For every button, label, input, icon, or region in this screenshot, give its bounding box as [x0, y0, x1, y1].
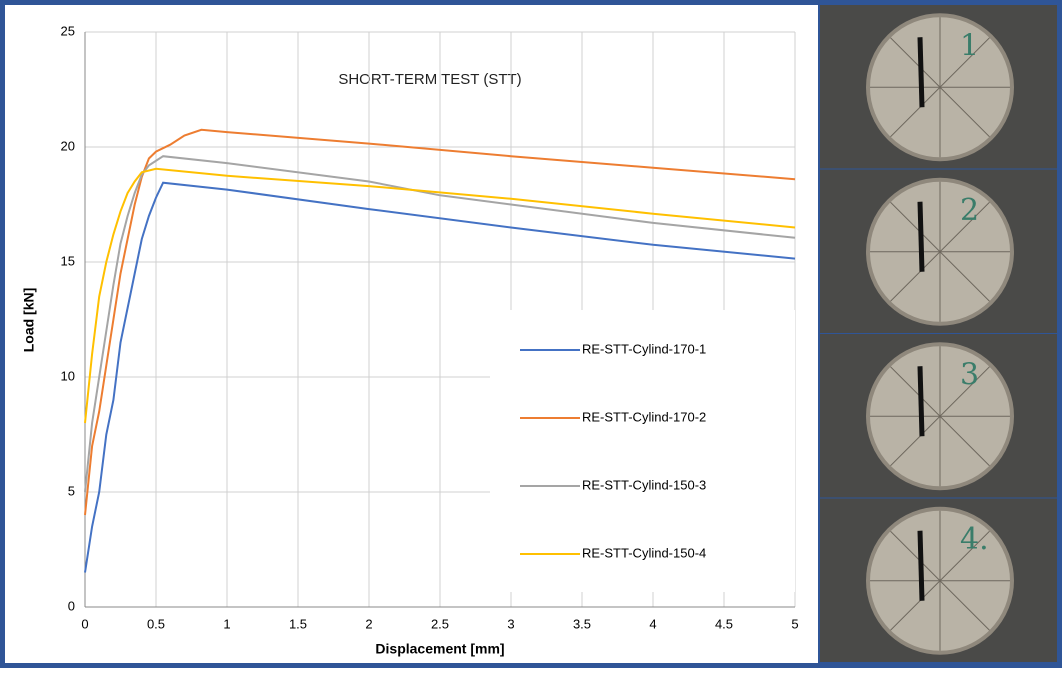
- x-tick-label: 2.5: [431, 616, 449, 631]
- x-tick-label: 4.5: [715, 616, 733, 631]
- x-tick-label: 4: [649, 616, 656, 631]
- legend-label: RE-STT-Cylind-170-1: [582, 341, 706, 356]
- legend-label: RE-STT-Cylind-170-2: [582, 409, 706, 424]
- x-axis-label: Displacement [mm]: [375, 641, 504, 657]
- photo-label: 1: [960, 28, 979, 63]
- x-tick-label: 0: [81, 616, 88, 631]
- legend-label: RE-STT-Cylind-150-3: [582, 477, 706, 492]
- x-tick-label: 2: [365, 616, 372, 631]
- rod: [920, 366, 922, 436]
- rod: [920, 37, 922, 107]
- y-tick-label: 0: [68, 598, 75, 613]
- x-tick-label: 1.5: [289, 616, 307, 631]
- rod: [920, 202, 922, 272]
- y-tick-label: 15: [61, 253, 75, 268]
- photo-label: 3: [960, 357, 979, 392]
- x-tick-label: 3: [507, 616, 514, 631]
- photo-label: 4.: [960, 522, 989, 557]
- x-tick-label: 3.5: [573, 616, 591, 631]
- y-tick-label: 25: [61, 23, 75, 38]
- x-tick-label: 5: [791, 616, 798, 631]
- x-tick-label: 1: [223, 616, 230, 631]
- y-tick-label: 10: [61, 368, 75, 383]
- y-tick-label: 20: [61, 138, 75, 153]
- photo-label: 2: [960, 193, 979, 228]
- y-tick-label: 5: [68, 483, 75, 498]
- y-axis-label: Load [kN]: [21, 288, 37, 353]
- rod: [920, 531, 922, 601]
- legend-label: RE-STT-Cylind-150-4: [582, 545, 706, 560]
- x-tick-label: 0.5: [147, 616, 165, 631]
- page: 1 2 3 4. SHORT-TERM TEST (STT) Displacement…: [0, 0, 1062, 668]
- chart-title: SHORT-TERM TEST (STT): [338, 71, 521, 88]
